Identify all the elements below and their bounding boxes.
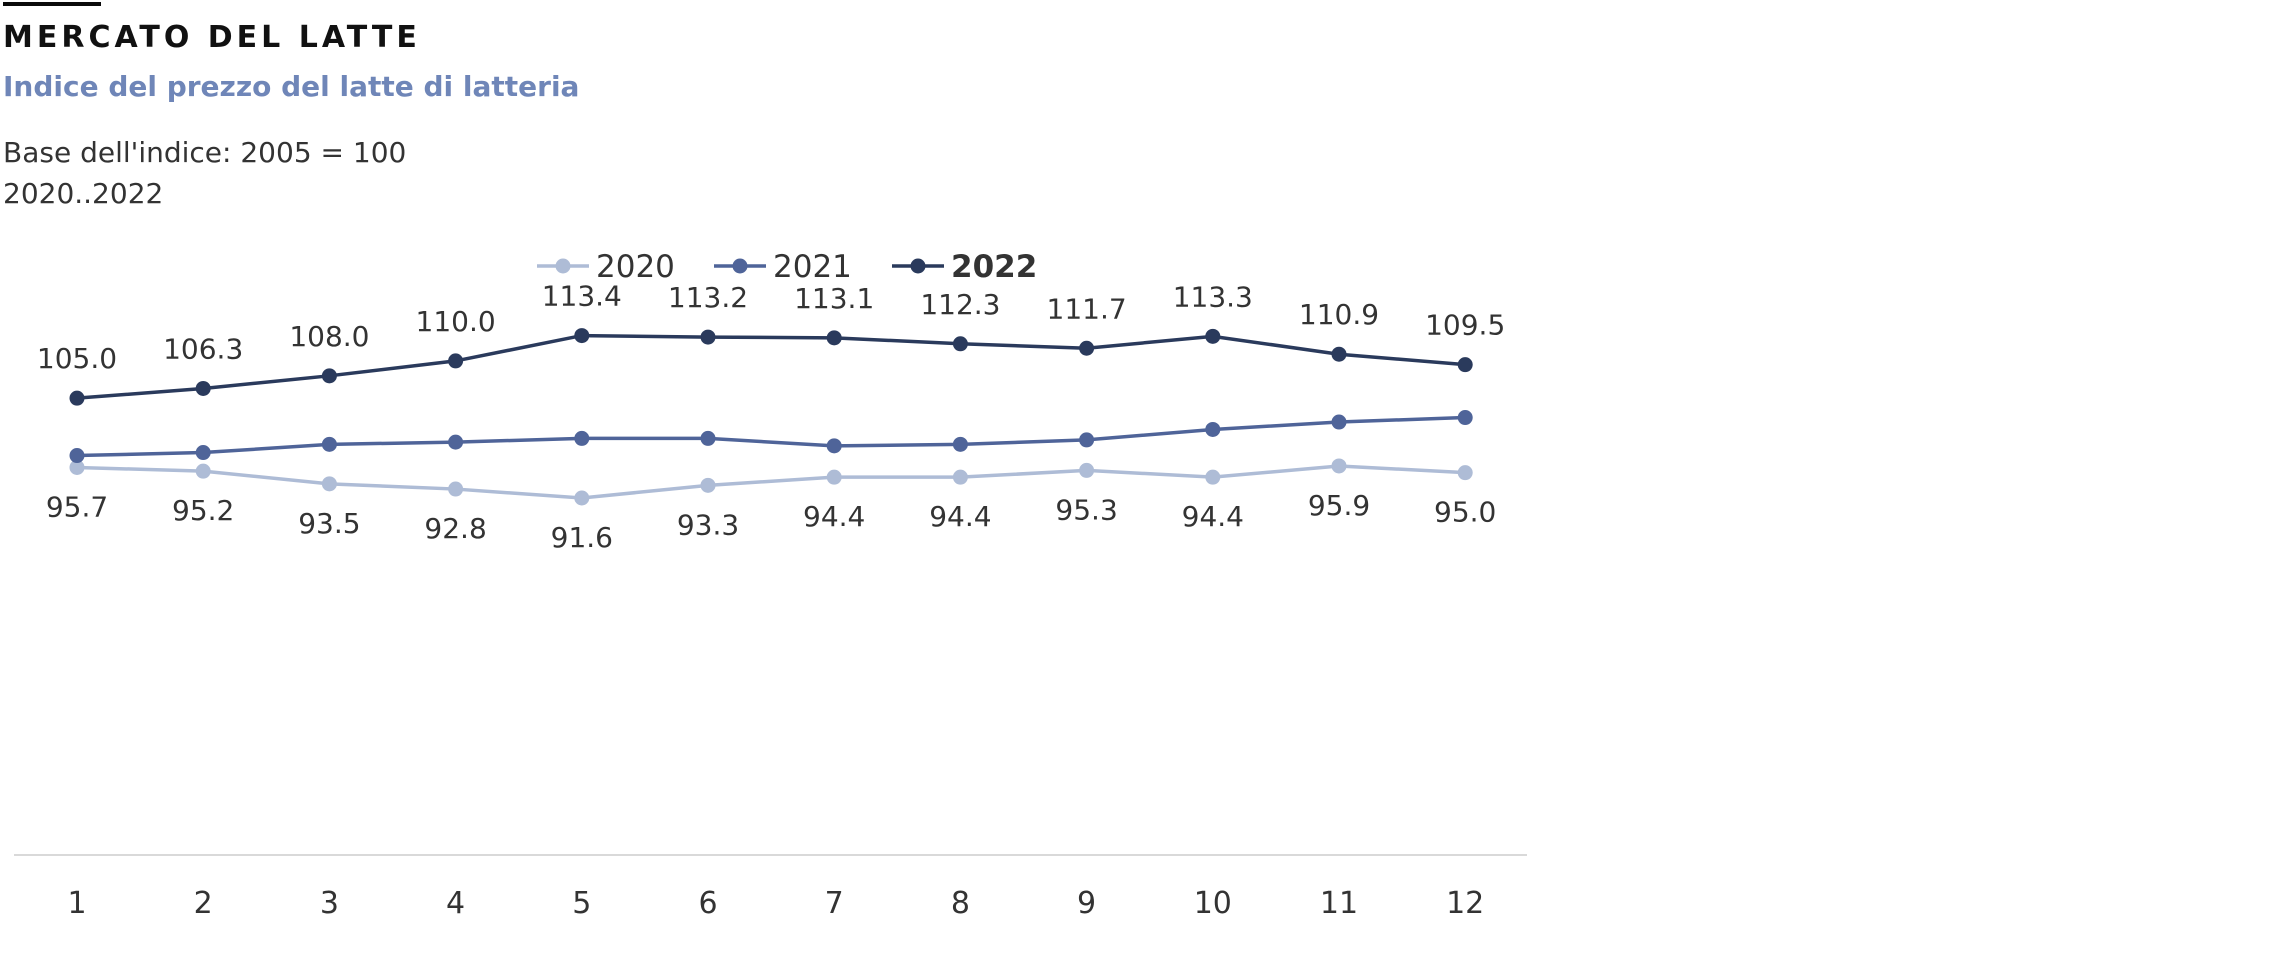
data-point-2022 [1079, 340, 1095, 356]
data-point-2020 [321, 476, 337, 492]
legend-label-2022: 2022 [951, 249, 1037, 285]
data-point-2021 [321, 436, 337, 452]
data-label-2020: 95.9 [1308, 489, 1370, 522]
data-label-2020: 92.8 [424, 512, 486, 545]
data-point-2021 [1079, 432, 1095, 448]
data-label-2020: 93.5 [298, 507, 360, 540]
data-label-2022: 106.3 [163, 332, 243, 365]
x-tick-label: 10 [1194, 886, 1232, 921]
data-point-2021 [574, 430, 590, 446]
data-point-2021 [700, 430, 716, 446]
data-point-2020 [574, 490, 590, 506]
data-point-2022 [574, 328, 590, 344]
x-tick-label: 4 [446, 886, 465, 921]
data-label-2022: 109.5 [1425, 309, 1505, 342]
data-point-2020 [1205, 469, 1221, 485]
legend-swatch-marker [910, 258, 926, 274]
data-label-2022: 110.0 [416, 305, 496, 338]
data-point-2021 [1331, 414, 1347, 430]
data-point-2020 [1079, 462, 1095, 478]
data-label-2022: 113.1 [794, 282, 874, 315]
data-label-2022: 108.0 [289, 320, 369, 353]
title-accent-rule [3, 2, 101, 6]
data-point-2020 [700, 477, 716, 493]
data-point-2021 [195, 445, 211, 461]
data-label-2020: 93.3 [677, 508, 739, 541]
x-tick-label: 11 [1320, 886, 1358, 921]
data-point-2020 [69, 459, 85, 475]
legend-swatch-marker [732, 258, 748, 274]
data-point-2022 [1331, 346, 1347, 362]
data-label-2020: 95.7 [46, 490, 108, 523]
series-line-2022 [76, 333, 1466, 400]
data-point-2021 [1457, 410, 1473, 426]
x-tick-label: 2 [194, 886, 213, 921]
data-point-2022 [1457, 357, 1473, 373]
data-label-2020: 94.4 [929, 500, 991, 533]
data-point-2021 [826, 438, 842, 454]
data-label-2020: 95.3 [1055, 493, 1117, 526]
series-line-2020 [76, 464, 1466, 500]
x-tick-label: 6 [698, 886, 717, 921]
data-point-2022 [700, 329, 716, 345]
chart-subtitle: Indice del prezzo del latte di latteria [3, 70, 580, 103]
year-range-note: 2020..2022 [3, 177, 164, 210]
data-point-2022 [826, 330, 842, 346]
data-label-2020: 94.4 [1182, 500, 1244, 533]
data-point-2022 [69, 390, 85, 406]
data-point-2021 [69, 448, 85, 464]
data-point-2020 [195, 463, 211, 479]
data-label-2022: 105.0 [37, 342, 117, 375]
x-tick-label: 3 [320, 886, 339, 921]
series-line-2021 [76, 415, 1466, 458]
page-title: MERCATO DEL LATTE [3, 20, 421, 55]
x-tick-label: 1 [67, 886, 86, 921]
x-tick-label: 5 [572, 886, 591, 921]
data-label-2020: 94.4 [803, 500, 865, 533]
data-point-2021 [952, 436, 968, 452]
data-point-2021 [1205, 421, 1221, 437]
index-base-note: Base dell'indice: 2005 = 100 [3, 136, 407, 169]
data-point-2022 [321, 368, 337, 384]
data-point-2022 [952, 336, 968, 352]
data-label-2022: 113.2 [668, 281, 748, 314]
data-point-2022 [1205, 328, 1221, 344]
legend-label-2021: 2021 [773, 249, 852, 285]
data-point-2020 [1457, 465, 1473, 481]
data-label-2022: 111.7 [1047, 292, 1127, 325]
data-label-2020: 95.2 [172, 494, 234, 527]
data-point-2020 [448, 481, 464, 497]
x-tick-label: 12 [1446, 886, 1484, 921]
data-point-2022 [448, 353, 464, 369]
data-label-2020: 91.6 [551, 521, 613, 554]
data-label-2022: 113.3 [1173, 280, 1253, 313]
data-label-2020: 95.0 [1434, 496, 1496, 529]
data-point-2021 [448, 434, 464, 450]
data-point-2020 [826, 469, 842, 485]
data-label-2022: 112.3 [920, 288, 1000, 321]
x-tick-label: 7 [825, 886, 844, 921]
data-label-2022: 110.9 [1299, 298, 1379, 331]
x-tick-label: 8 [951, 886, 970, 921]
legend-label-2020: 2020 [596, 249, 675, 285]
data-label-2022: 113.4 [542, 280, 622, 313]
data-point-2020 [952, 469, 968, 485]
data-point-2022 [195, 380, 211, 396]
legend-swatch-marker [555, 258, 571, 274]
data-point-2020 [1331, 458, 1347, 474]
x-tick-label: 9 [1077, 886, 1096, 921]
